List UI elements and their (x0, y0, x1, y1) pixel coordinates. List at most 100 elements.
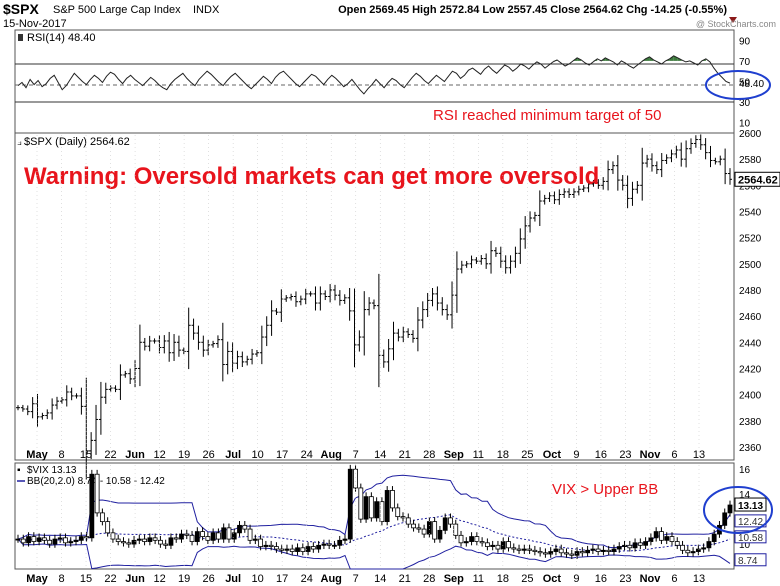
rsi-overbought-fill (673, 55, 678, 61)
spx-tick-label: 2540 (739, 207, 762, 218)
vix-candle (516, 548, 522, 551)
exchange-label: INDX (193, 4, 220, 16)
x-tick-label: 13 (693, 449, 705, 461)
vix-candle (448, 517, 453, 525)
rsi-tick-label: 30 (739, 98, 751, 109)
vix-candle (115, 538, 121, 542)
x-tick-label: Oct (543, 573, 562, 585)
vix-candle (179, 533, 184, 540)
x-tick-label: 9 (573, 573, 579, 585)
vix-candle (310, 546, 316, 550)
x-tick-label: 19 (178, 573, 190, 585)
vix-candle (606, 549, 612, 552)
vix-legend-icon: ▪ (17, 465, 21, 476)
vix-candle (506, 541, 511, 549)
rsi-line (17, 55, 731, 95)
bb-middle-line (17, 514, 731, 552)
bb-value-label: 12.42 (738, 517, 763, 528)
vix-highlight-circle (703, 486, 773, 534)
x-tick-label: 25 (521, 573, 533, 585)
vix-candle (390, 490, 395, 509)
rsi-panel: RSI(14) 48.40 10 30 50 70 90 48.40 RSI reache… (14, 29, 771, 134)
rsi-legend: RSI(14) 48.40 (27, 32, 95, 44)
vix-candle (94, 473, 100, 514)
x-tick-label: Sep (444, 573, 464, 585)
vix-candle (47, 539, 53, 545)
vix-candle (659, 531, 664, 541)
vix-candle (727, 504, 733, 514)
rsi-highlight-circle (705, 70, 771, 100)
vix-panel: $VIX 13.13 ▪ BB(20,2.0) 8.74 - 10.58 - 1… (14, 462, 773, 570)
vix-tick-label: 10 (739, 540, 751, 551)
vix-candle (242, 524, 248, 530)
rsi-tick-label: 90 (739, 36, 751, 47)
x-tick-label: Jul (225, 449, 241, 461)
spx-tick-label: 2360 (739, 443, 762, 454)
spx-tick-label: 2500 (739, 260, 762, 271)
vix-candle (537, 551, 543, 554)
vix-candle (527, 548, 532, 551)
x-tick-label: 6 (671, 449, 677, 461)
x-tick-label: 23 (619, 573, 631, 585)
x-tick-label: 8 (58, 449, 64, 461)
vix-candle (321, 543, 327, 546)
vix-candle (305, 546, 311, 552)
spx-legend-icon: ⟓ (17, 137, 22, 148)
x-tick-label: 17 (276, 449, 288, 461)
vix-candle (574, 551, 580, 556)
vix-candle (36, 537, 42, 542)
x-tick-label: May (26, 449, 48, 461)
x-tick-label: 15 (80, 573, 92, 585)
vix-candle (458, 534, 464, 544)
down-arrow-icon (729, 17, 737, 23)
vix-candle (52, 538, 58, 545)
vix-candle (152, 537, 158, 541)
symbol-title: $SPX (3, 1, 39, 17)
vix-candle (268, 544, 274, 547)
vix-candle (26, 536, 31, 544)
vix-candle (237, 524, 242, 534)
x-tick-label: 18 (497, 573, 509, 585)
spx-tick-label: 2420 (739, 364, 762, 375)
vix-candle (20, 538, 26, 544)
vix-tick-label: 16 (739, 465, 751, 476)
rsi-last-value: 48.40 (739, 79, 764, 90)
vix-last-value: 13.13 (738, 501, 763, 512)
vix-candle (569, 553, 575, 556)
vix-candle (258, 538, 264, 547)
vix-candle (711, 533, 717, 542)
vix-candle (247, 528, 253, 541)
vix-candle (685, 549, 691, 554)
vix-candle (342, 538, 348, 541)
x-tick-label: 26 (203, 449, 215, 461)
spx-last-value-box (734, 171, 780, 187)
x-tick-label: 8 (58, 573, 64, 585)
bb-upper-line (17, 474, 731, 549)
vix-candle (669, 536, 675, 542)
x-tick-label: Nov (640, 573, 662, 585)
spx-tick-label: 2440 (739, 338, 762, 349)
vix-candle (210, 532, 216, 541)
spx-tick-label: 2580 (739, 155, 762, 166)
x-tick-label: May (26, 573, 48, 585)
vix-candle (521, 548, 527, 551)
rsi-note: RSI reached minimum target of 50 (433, 107, 661, 124)
bb-value-label: 10.58 (738, 533, 763, 544)
stockcharts-watermark: @ StockCharts.com (696, 19, 776, 29)
vix-candle (690, 551, 696, 554)
vix-note: VIX > Upper BB (552, 481, 658, 498)
vix-candle (595, 548, 601, 552)
vix-legend: $VIX 13.13 (27, 465, 77, 476)
vix-candle (157, 539, 163, 545)
x-tick-label: 14 (374, 449, 386, 461)
vix-candle (110, 532, 116, 540)
vix-candle (379, 501, 385, 523)
x-tick-label: Jun (125, 573, 145, 585)
x-tick-label: 10 (252, 449, 264, 461)
vix-candle (89, 473, 95, 539)
vix-candle (332, 544, 337, 547)
vix-candle (706, 541, 712, 549)
vix-candle (78, 536, 84, 541)
vix-candle (136, 538, 142, 541)
ohlc-summary: Open 2569.45 High 2572.84 Low 2557.45 Cl… (338, 4, 727, 16)
